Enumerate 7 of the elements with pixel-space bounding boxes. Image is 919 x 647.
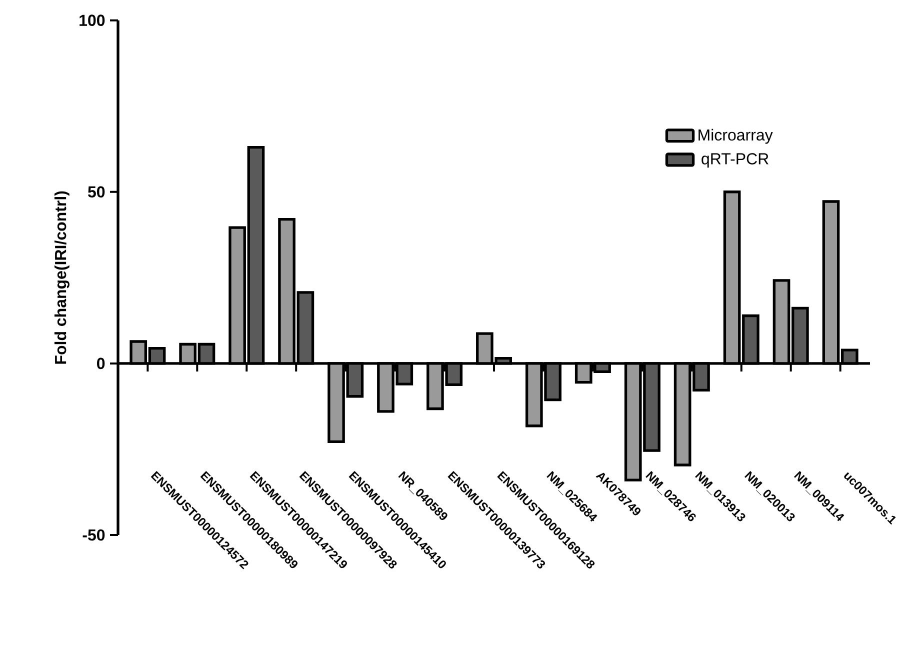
y-tick-label: 50 bbox=[88, 186, 105, 198]
legend-label: qRT-PCR bbox=[702, 153, 768, 168]
y-tick-label: 0 bbox=[97, 358, 105, 370]
legend-label: Microarray bbox=[698, 128, 773, 144]
y-tick-label: 100 bbox=[80, 14, 105, 26]
y-axis-title: Fold change(IRI/contrl) bbox=[54, 191, 70, 364]
y-tick-label: -50 bbox=[82, 529, 105, 541]
